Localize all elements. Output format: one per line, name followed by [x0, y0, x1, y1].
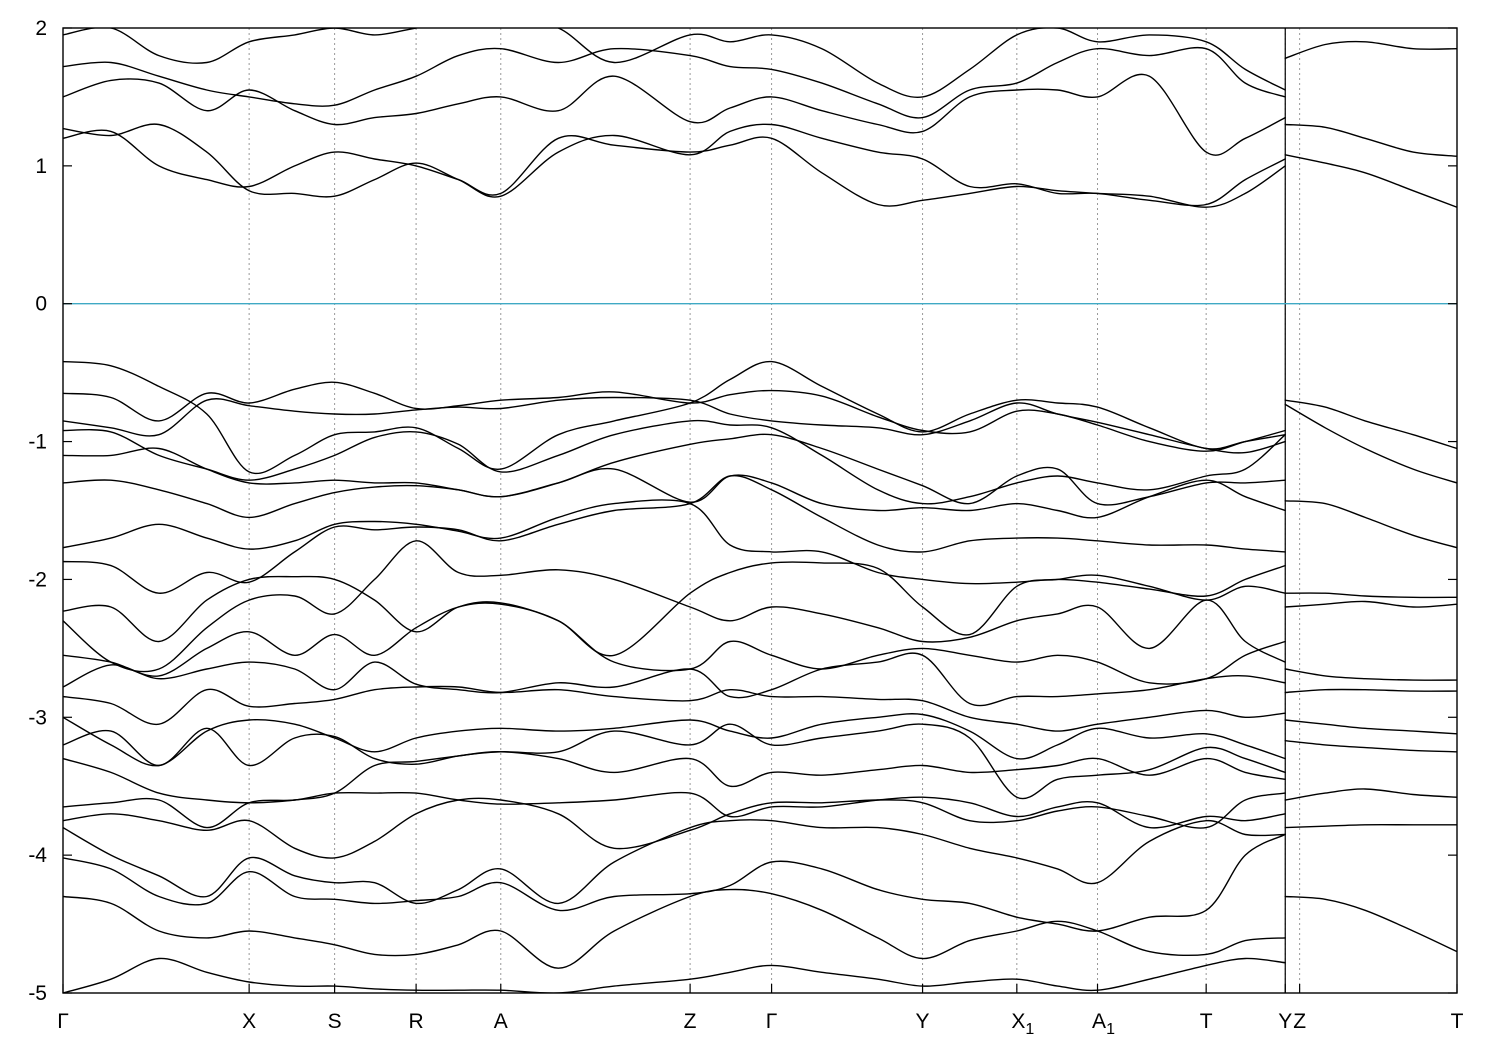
band-line	[63, 888, 1286, 969]
band-line	[1284, 788, 1457, 801]
band-line	[63, 474, 1286, 594]
x-tick-label: Y	[916, 1010, 930, 1033]
x-tick-label: Γ	[766, 1010, 778, 1033]
band-line	[63, 751, 1286, 804]
band-line	[63, 792, 1286, 859]
band-line	[1284, 592, 1457, 599]
y-tick-label: -5	[28, 982, 47, 1005]
band-line	[1284, 824, 1457, 829]
band-line	[63, 28, 1286, 98]
band-line	[1284, 688, 1457, 694]
x-tick-label: X	[242, 1010, 256, 1033]
band-line	[63, 123, 1286, 207]
x-tick-label: X1	[1011, 1010, 1034, 1038]
band-line	[63, 819, 1286, 905]
band-line	[63, 129, 1286, 208]
band-line	[63, 833, 1286, 932]
y-tick-label: -1	[28, 431, 47, 454]
band-line	[63, 419, 1286, 505]
band-line	[63, 685, 1286, 732]
band-line	[1284, 895, 1457, 953]
band-line	[63, 540, 1286, 673]
band-line	[63, 46, 1286, 119]
band-line	[63, 957, 1286, 993]
band-line	[1284, 719, 1457, 735]
band-lines	[63, 28, 1457, 993]
band-line	[1284, 600, 1457, 608]
band-line	[63, 499, 1286, 597]
x-tick-label: Y	[1278, 1010, 1292, 1033]
band-line	[1284, 123, 1457, 157]
y-tick-label: -3	[28, 706, 47, 729]
x-tick-label: A	[494, 1010, 508, 1033]
band-line	[63, 381, 1286, 452]
y-tick-label: -2	[28, 568, 47, 591]
band-line	[63, 602, 1286, 685]
x-tick-label: S	[328, 1010, 342, 1033]
x-tick-label: Γ	[57, 1010, 69, 1033]
band-line	[63, 396, 1286, 454]
kpoint-gridlines	[248, 28, 1301, 993]
y-tick-label: 2	[35, 17, 47, 40]
plot-frame	[62, 27, 1458, 994]
tick-marks	[62, 27, 1458, 994]
x-tick-label: R	[409, 1010, 424, 1033]
band-line	[63, 360, 1286, 475]
band-line	[1284, 40, 1457, 59]
band-line	[1284, 668, 1457, 681]
band-line	[63, 433, 1286, 506]
band-line	[1284, 399, 1457, 450]
x-tick-label: T	[1200, 1010, 1213, 1033]
x-tick-label: A1	[1092, 1010, 1115, 1038]
band-line	[63, 467, 1286, 519]
x-tick-label: Z	[684, 1010, 697, 1033]
x-tick-label: Z	[1293, 1010, 1306, 1033]
band-line	[63, 73, 1286, 156]
y-tick-label: 0	[35, 293, 47, 316]
band-line	[1284, 154, 1457, 208]
band-line	[63, 723, 1286, 800]
x-tick-labels: Γ X S R A Z Γ Y X1 A1 T Y Z T	[57, 1010, 1463, 1038]
band-line	[63, 561, 1286, 657]
y-tick-labels: -5 -4 -3 -2 -1 0 1 2	[28, 17, 47, 1005]
band-line	[1284, 740, 1457, 753]
band-line	[1284, 500, 1457, 549]
band-line	[63, 713, 1286, 767]
y-tick-label: 1	[35, 155, 47, 178]
band-line	[63, 791, 1286, 829]
x-tick-label: T	[1451, 1010, 1464, 1033]
band-line	[1284, 403, 1457, 484]
band-line	[63, 652, 1286, 707]
y-tick-label: -4	[28, 844, 47, 867]
